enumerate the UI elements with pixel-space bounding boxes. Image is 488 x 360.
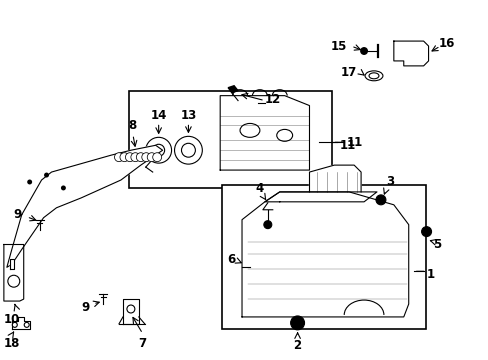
Text: 9: 9 (14, 208, 21, 221)
Circle shape (152, 153, 162, 162)
Polygon shape (393, 41, 427, 66)
Ellipse shape (368, 73, 378, 79)
Circle shape (145, 137, 171, 163)
Text: 11: 11 (339, 139, 355, 152)
Text: 3: 3 (385, 175, 393, 188)
Circle shape (375, 195, 385, 205)
Text: 12: 12 (264, 93, 281, 105)
Circle shape (421, 227, 431, 237)
Bar (129, 91, 332, 188)
Circle shape (12, 323, 17, 327)
Polygon shape (242, 192, 408, 317)
Circle shape (290, 316, 304, 330)
Polygon shape (7, 145, 163, 267)
Circle shape (125, 153, 134, 162)
Circle shape (181, 143, 195, 157)
Circle shape (127, 305, 135, 313)
Circle shape (152, 144, 164, 156)
Polygon shape (309, 165, 360, 192)
Text: 4: 4 (255, 182, 264, 195)
Text: 15: 15 (330, 40, 346, 53)
Circle shape (142, 153, 150, 162)
Polygon shape (220, 96, 309, 170)
Circle shape (136, 153, 145, 162)
Circle shape (359, 47, 367, 55)
Polygon shape (228, 86, 238, 93)
Text: 17: 17 (340, 66, 356, 79)
Circle shape (24, 323, 29, 327)
Text: 13: 13 (180, 109, 196, 122)
Circle shape (120, 153, 129, 162)
Text: 11: 11 (346, 136, 362, 149)
Circle shape (264, 221, 271, 229)
Text: 7: 7 (139, 337, 146, 350)
Circle shape (131, 153, 140, 162)
Text: 5: 5 (433, 238, 441, 251)
Text: 9: 9 (81, 301, 89, 314)
Circle shape (147, 153, 156, 162)
Circle shape (174, 136, 202, 164)
Text: 16: 16 (438, 37, 454, 50)
Circle shape (114, 153, 123, 162)
Text: 1: 1 (426, 268, 434, 281)
Text: 18: 18 (4, 337, 20, 350)
Text: 6: 6 (226, 253, 235, 266)
Polygon shape (10, 260, 14, 269)
Circle shape (27, 180, 32, 184)
Bar (222, 185, 425, 329)
Text: 2: 2 (293, 339, 301, 352)
Text: 10: 10 (4, 313, 20, 326)
Text: 8: 8 (128, 120, 137, 132)
Ellipse shape (365, 71, 382, 81)
Circle shape (8, 275, 20, 287)
Circle shape (44, 172, 49, 177)
Polygon shape (4, 244, 24, 301)
Text: 14: 14 (150, 109, 166, 122)
Circle shape (61, 185, 66, 190)
